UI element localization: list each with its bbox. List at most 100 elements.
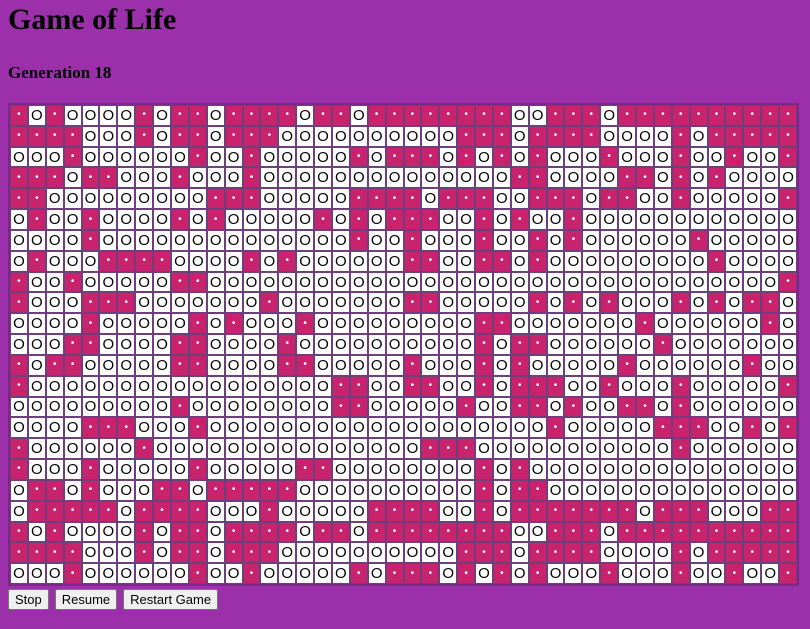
dead-cell[interactable]: O — [243, 439, 260, 459]
dead-cell[interactable]: O — [46, 314, 63, 334]
dead-cell[interactable]: O — [583, 189, 600, 209]
alive-cell[interactable]: • — [422, 210, 439, 229]
alive-cell[interactable]: • — [171, 480, 188, 500]
dead-cell[interactable]: O — [82, 564, 99, 583]
dead-cell[interactable]: O — [368, 230, 385, 250]
dead-cell[interactable]: O — [118, 376, 135, 396]
alive-cell[interactable]: • — [297, 355, 314, 375]
dead-cell[interactable]: O — [529, 355, 546, 375]
dead-cell[interactable]: O — [332, 355, 349, 375]
alive-cell[interactable]: • — [46, 501, 63, 521]
dead-cell[interactable]: O — [297, 564, 314, 583]
alive-cell[interactable]: • — [476, 230, 492, 250]
dead-cell[interactable]: O — [637, 355, 653, 375]
dead-cell[interactable]: O — [386, 335, 403, 354]
dead-cell[interactable]: O — [297, 251, 314, 271]
alive-cell[interactable]: • — [422, 147, 439, 167]
alive-cell[interactable]: • — [386, 189, 403, 209]
dead-cell[interactable]: O — [64, 230, 81, 250]
alive-cell[interactable]: • — [189, 543, 206, 563]
dead-cell[interactable]: O — [744, 210, 761, 229]
dead-cell[interactable]: O — [386, 168, 403, 188]
dead-cell[interactable]: O — [762, 230, 779, 250]
dead-cell[interactable]: O — [708, 564, 725, 583]
dead-cell[interactable]: O — [476, 272, 492, 292]
dead-cell[interactable]: O — [493, 293, 510, 313]
alive-cell[interactable]: • — [654, 522, 671, 542]
dead-cell[interactable]: O — [386, 439, 403, 459]
dead-cell[interactable]: O — [690, 564, 707, 583]
alive-cell[interactable]: • — [619, 189, 636, 209]
dead-cell[interactable]: O — [780, 251, 796, 271]
alive-cell[interactable]: • — [243, 147, 260, 167]
alive-cell[interactable]: • — [565, 501, 582, 521]
dead-cell[interactable]: O — [601, 210, 618, 229]
dead-cell[interactable]: O — [46, 147, 63, 167]
dead-cell[interactable]: O — [511, 293, 528, 313]
alive-cell[interactable]: • — [332, 397, 349, 417]
alive-cell[interactable]: • — [601, 564, 618, 583]
alive-cell[interactable]: • — [243, 543, 260, 563]
dead-cell[interactable]: O — [601, 168, 618, 188]
alive-cell[interactable]: • — [225, 189, 242, 209]
alive-cell[interactable]: • — [171, 501, 188, 521]
dead-cell[interactable]: O — [708, 335, 725, 354]
dead-cell[interactable]: O — [762, 480, 779, 500]
dead-cell[interactable]: O — [332, 418, 349, 438]
dead-cell[interactable]: O — [511, 564, 528, 583]
dead-cell[interactable]: O — [493, 480, 510, 500]
dead-cell[interactable]: O — [46, 210, 63, 229]
dead-cell[interactable]: O — [118, 439, 135, 459]
dead-cell[interactable]: O — [672, 230, 689, 250]
dead-cell[interactable]: O — [207, 106, 224, 125]
dead-cell[interactable]: O — [404, 272, 421, 292]
dead-cell[interactable]: O — [46, 439, 63, 459]
dead-cell[interactable]: O — [118, 501, 135, 521]
dead-cell[interactable]: O — [708, 189, 725, 209]
dead-cell[interactable]: O — [315, 314, 331, 334]
dead-cell[interactable]: O — [547, 314, 564, 334]
dead-cell[interactable]: O — [744, 147, 761, 167]
dead-cell[interactable]: O — [64, 106, 81, 125]
dead-cell[interactable]: O — [207, 460, 224, 479]
alive-cell[interactable]: • — [493, 564, 510, 583]
alive-cell[interactable]: • — [511, 376, 528, 396]
alive-cell[interactable]: • — [136, 106, 153, 125]
dead-cell[interactable]: O — [100, 439, 117, 459]
dead-cell[interactable]: O — [154, 439, 170, 459]
dead-cell[interactable]: O — [207, 543, 224, 563]
dead-cell[interactable]: O — [583, 210, 600, 229]
dead-cell[interactable]: O — [225, 272, 242, 292]
alive-cell[interactable]: • — [189, 106, 206, 125]
alive-cell[interactable]: • — [297, 314, 314, 334]
alive-cell[interactable]: • — [529, 397, 546, 417]
dead-cell[interactable]: O — [315, 501, 331, 521]
dead-cell[interactable]: O — [368, 397, 385, 417]
dead-cell[interactable]: O — [100, 376, 117, 396]
dead-cell[interactable]: O — [637, 501, 653, 521]
dead-cell[interactable]: O — [118, 335, 135, 354]
dead-cell[interactable]: O — [493, 355, 510, 375]
dead-cell[interactable]: O — [82, 189, 99, 209]
alive-cell[interactable]: • — [136, 126, 153, 146]
dead-cell[interactable]: O — [207, 564, 224, 583]
alive-cell[interactable]: • — [171, 106, 188, 125]
dead-cell[interactable]: O — [583, 147, 600, 167]
alive-cell[interactable]: • — [708, 106, 725, 125]
dead-cell[interactable]: O — [171, 230, 188, 250]
alive-cell[interactable]: • — [780, 543, 796, 563]
dead-cell[interactable]: O — [261, 210, 278, 229]
alive-cell[interactable]: • — [189, 355, 206, 375]
dead-cell[interactable]: O — [332, 335, 349, 354]
dead-cell[interactable]: O — [744, 314, 761, 334]
dead-cell[interactable]: O — [100, 355, 117, 375]
dead-cell[interactable]: O — [386, 376, 403, 396]
dead-cell[interactable]: O — [565, 251, 582, 271]
alive-cell[interactable]: • — [386, 106, 403, 125]
dead-cell[interactable]: O — [332, 501, 349, 521]
alive-cell[interactable]: • — [476, 314, 492, 334]
alive-cell[interactable]: • — [476, 460, 492, 479]
alive-cell[interactable]: • — [82, 418, 99, 438]
dead-cell[interactable]: O — [261, 251, 278, 271]
dead-cell[interactable]: O — [690, 314, 707, 334]
